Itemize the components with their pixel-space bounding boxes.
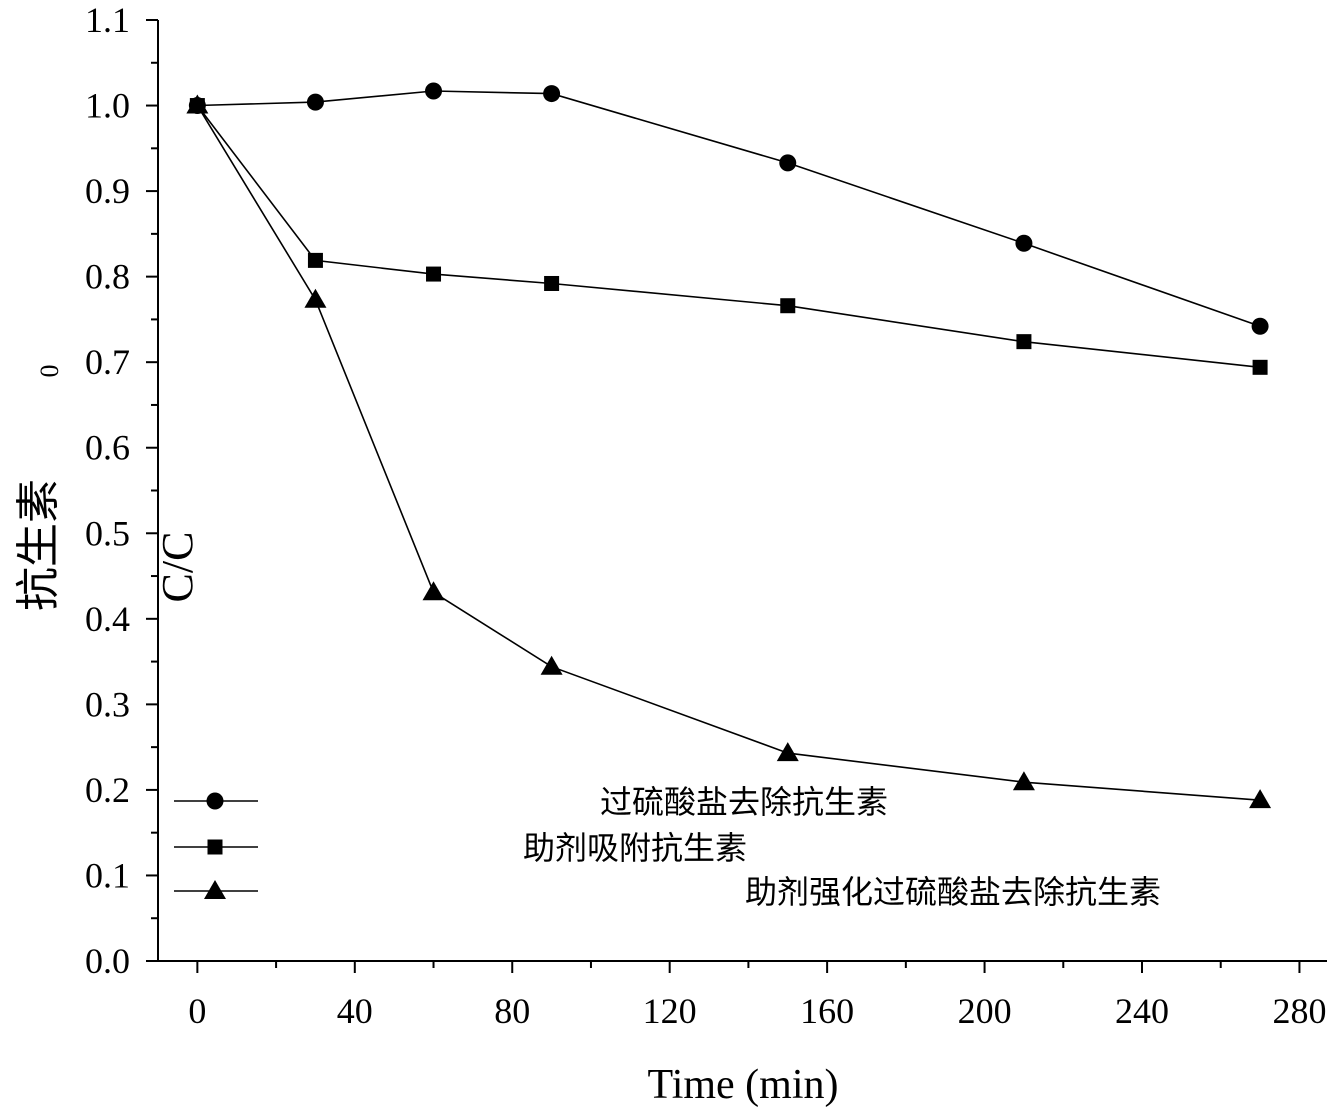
y-axis-title-chinese: 抗生素 bbox=[13, 479, 64, 611]
x-tick-label: 40 bbox=[337, 991, 373, 1031]
data-point-square bbox=[426, 266, 442, 282]
data-point-triangle bbox=[304, 288, 327, 308]
y-tick-label: 0.1 bbox=[85, 855, 130, 895]
series-line-triangle bbox=[196, 105, 1261, 801]
legend-marker-triangle bbox=[204, 880, 226, 899]
x-tick-label: 240 bbox=[1115, 991, 1169, 1031]
y-axis-title-subscript: 0 bbox=[35, 365, 64, 378]
x-axis-title: Time (min) bbox=[648, 1062, 839, 1108]
x-tick-label: 200 bbox=[958, 991, 1012, 1031]
data-point-square bbox=[1016, 334, 1032, 350]
axes: 0.0 0.1 0.2 0.3 0.4 0.5 0.6 0.7 0.8 0.9 1.0 1.1 0 40 8… bbox=[85, 0, 1327, 1031]
data-point-square bbox=[1252, 359, 1268, 375]
data-point-triangle bbox=[186, 94, 209, 114]
x-tick-label: 120 bbox=[643, 991, 697, 1031]
y-tick-label: 0.8 bbox=[85, 257, 130, 297]
data-point-square bbox=[307, 252, 323, 268]
y-tick-label: 0.6 bbox=[85, 428, 130, 468]
y-tick-label: 0.5 bbox=[85, 513, 130, 553]
data-point-circle bbox=[1251, 317, 1269, 335]
data-point-circle bbox=[425, 82, 443, 100]
y-tick-label: 0.4 bbox=[85, 599, 130, 639]
data-point-square bbox=[544, 275, 560, 291]
legend-label: 过硫酸盐去除抗生素 bbox=[600, 783, 888, 821]
y-tick-label: 0.3 bbox=[85, 684, 130, 724]
series-line-circle bbox=[197, 90, 1261, 328]
y-tick-label: 1.0 bbox=[85, 86, 130, 126]
x-tick-label: 80 bbox=[494, 991, 530, 1031]
legend-marker-square bbox=[207, 839, 223, 855]
x-tick-label: 280 bbox=[1272, 991, 1326, 1031]
data-point-circle bbox=[1015, 234, 1033, 252]
y-tick-label: 0.9 bbox=[85, 171, 130, 211]
y-tick-label: 0.2 bbox=[85, 770, 130, 810]
x-tick-label: 160 bbox=[800, 991, 854, 1031]
y-tick-label: 0.0 bbox=[85, 941, 130, 981]
data-point-triangle bbox=[1012, 771, 1035, 791]
legend-marker-circle bbox=[206, 792, 224, 810]
data-point-circle bbox=[306, 93, 324, 111]
y-axis-title-ratio: C/C bbox=[153, 532, 202, 603]
data-point-triangle bbox=[1249, 789, 1272, 809]
plot-area bbox=[186, 82, 1272, 809]
legend-label: 助剂吸附抗生素 bbox=[523, 829, 747, 867]
data-point-circle bbox=[779, 154, 797, 172]
legend-label: 助剂强化过硫酸盐去除抗生素 bbox=[745, 873, 1161, 911]
data-point-triangle bbox=[776, 742, 799, 762]
y-tick-label: 1.1 bbox=[85, 0, 130, 40]
data-point-circle bbox=[543, 85, 561, 103]
data-point-square bbox=[780, 298, 796, 314]
x-tick-label: 0 bbox=[188, 991, 206, 1031]
data-point-triangle bbox=[540, 655, 563, 675]
data-point-triangle bbox=[422, 581, 445, 601]
y-tick-label: 0.7 bbox=[85, 342, 130, 382]
